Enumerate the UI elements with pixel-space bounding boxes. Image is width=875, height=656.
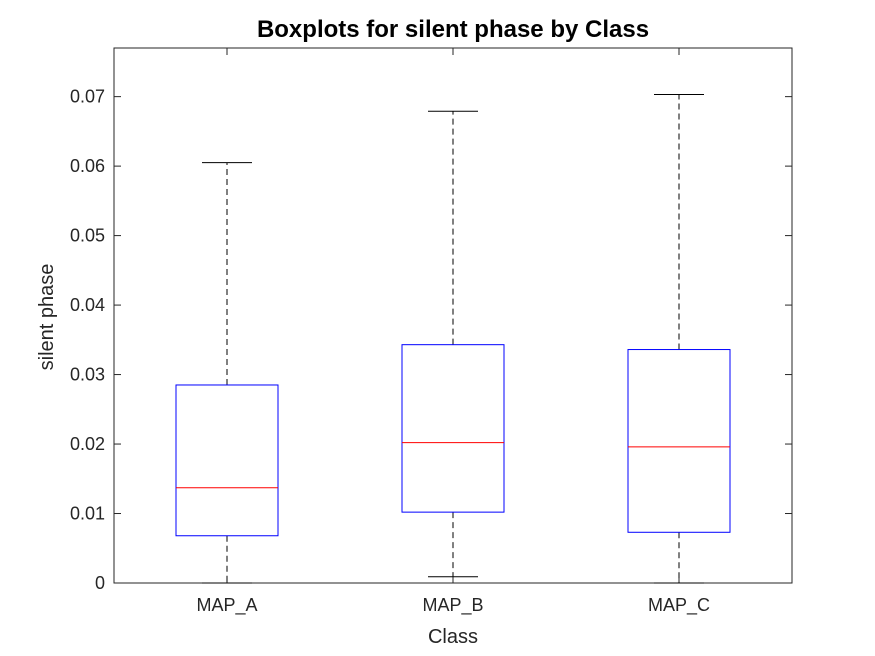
chart-title: Boxplots for silent phase by Class xyxy=(257,16,649,43)
x-tick-label: MAP_C xyxy=(648,595,710,616)
y-tick-label: 0 xyxy=(95,573,105,593)
plot-frame xyxy=(113,47,793,584)
plot-area: 0 0.01 0.02 0.03 0.04 0.05 0.06 0.07 MAP_A MAP_B M… xyxy=(70,47,793,616)
x-tick-label: MAP_A xyxy=(196,595,257,616)
y-tick-label: 0.02 xyxy=(70,434,105,454)
y-tick-label: 0.04 xyxy=(70,295,105,315)
y-tick-label: 0.07 xyxy=(70,87,105,107)
y-axis-label: silent phase xyxy=(36,264,58,371)
y-tick-label: 0.01 xyxy=(70,504,105,524)
y-tick-label: 0.03 xyxy=(70,365,105,385)
box-MAP_A xyxy=(175,384,279,537)
y-tick-label: 0.06 xyxy=(70,156,105,176)
box-MAP_C xyxy=(627,349,731,533)
x-axis-label: Class xyxy=(428,626,478,648)
x-tick-label: MAP_B xyxy=(422,595,483,616)
y-tick-label: 0.05 xyxy=(70,226,105,246)
box-MAP_B xyxy=(401,344,505,513)
